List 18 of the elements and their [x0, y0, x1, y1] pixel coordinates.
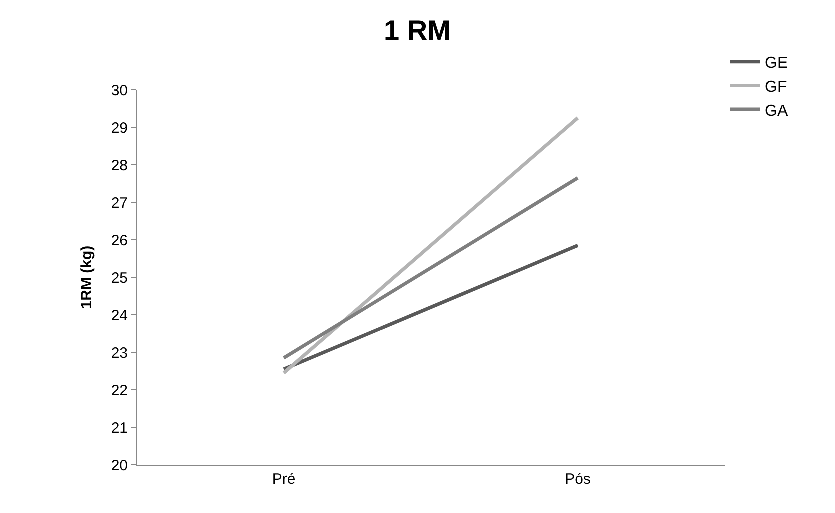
y-axis-title: 1RM (kg)	[78, 246, 96, 310]
y-tick-label: 20	[111, 457, 128, 474]
y-tick-label: 28	[111, 157, 128, 174]
y-tick-label: 25	[111, 270, 128, 287]
chart-title: 1 RM	[384, 15, 451, 46]
y-tick-label: 27	[111, 194, 128, 212]
legend-label: GE	[765, 55, 788, 72]
y-tick-label: 24	[111, 307, 128, 324]
y-tick-label: 23	[111, 344, 128, 362]
x-tick-label: Pós	[565, 471, 591, 488]
y-tick-label: 29	[111, 120, 128, 137]
legend-label: GA	[765, 102, 788, 120]
y-tick-label: 26	[111, 232, 128, 250]
x-tick-label: Pré	[272, 471, 296, 488]
legend-label: GF	[765, 78, 788, 96]
y-tick-label: 22	[111, 382, 128, 400]
y-tick-label: 21	[111, 420, 128, 437]
y-tick-label: 30	[111, 82, 128, 100]
